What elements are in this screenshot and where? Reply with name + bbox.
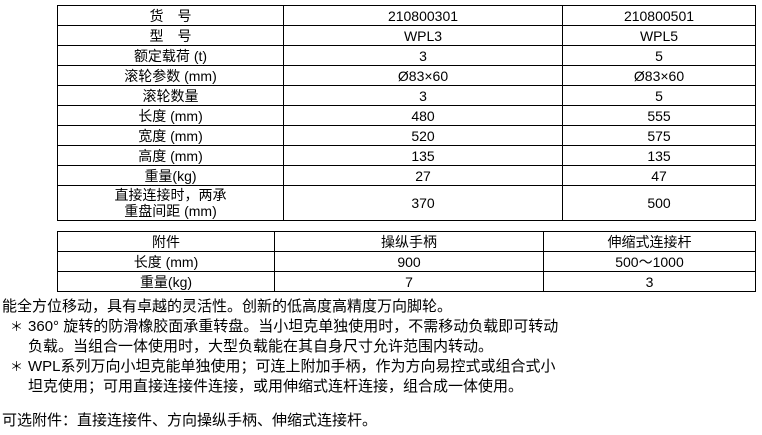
spec-value-cell: 5 bbox=[562, 45, 756, 66]
spec-value-cell: 210800301 bbox=[283, 5, 563, 26]
accessory-value-cell: 3 bbox=[543, 271, 756, 292]
spec-value-cell: 47 bbox=[562, 165, 756, 186]
spec-label-cell: 宽度 (mm) bbox=[57, 125, 284, 146]
spec-value-cell: 3 bbox=[283, 85, 563, 106]
accessory-label-cell: 长度 (mm) bbox=[57, 251, 275, 272]
note-continuation-line: 负载。当组合一体使用时，大型负载能在其自身尺寸允许范围内转动。 bbox=[28, 338, 494, 355]
table-row: 额定载荷 (t) 3 5 bbox=[57, 45, 756, 66]
spec-value-cell: 135 bbox=[562, 145, 756, 166]
spec-label-cell: 重量(kg) bbox=[57, 165, 284, 186]
table-row: 型 号 WPL3 WPL5 bbox=[57, 25, 756, 46]
spec-label-cell: 额定载荷 (t) bbox=[57, 45, 284, 66]
table-row: 高度 (mm) 135 135 bbox=[57, 145, 756, 166]
spec-value-cell: 135 bbox=[283, 145, 563, 166]
accessory-value-cell: 900 bbox=[274, 251, 544, 272]
note-text: 360° 旋转的防滑橡胶面承重转盘。当小坦克单独使用时，不需移动负载即可转动 bbox=[28, 318, 559, 335]
note-bullet-line: ＊ WPL系列万向小坦克能单独使用；可连上附加手柄，作为方向易控式或组合式小 bbox=[10, 357, 762, 377]
notes-section: 能全方位移动，具有卓越的灵活性。创新的低高度高精度万向脚轮。 ＊ 360° 旋转的… bbox=[0, 297, 762, 431]
table-row: 重量(kg) 27 47 bbox=[57, 165, 756, 186]
spec-value-cell: 5 bbox=[562, 85, 756, 106]
spec-value-cell: 500 bbox=[562, 185, 756, 221]
table-row: 滚轮数量 3 5 bbox=[57, 85, 756, 106]
table-row: 滚轮参数 (mm) Ø83×60 Ø83×60 bbox=[57, 65, 756, 86]
spec-label-cell: 货 号 bbox=[57, 5, 284, 26]
accessory-value-cell: 伸缩式连接杆 bbox=[543, 231, 756, 252]
spec-value-cell: 480 bbox=[283, 105, 563, 126]
note-intro-line: 能全方位移动，具有卓越的灵活性。创新的低高度高精度万向脚轮。 bbox=[2, 298, 453, 315]
table-row: 长度 (mm) 900 500～1000 bbox=[57, 251, 756, 272]
spec-value-cell: 27 bbox=[283, 165, 563, 186]
accessory-table: 附件 操纵手柄 伸缩式连接杆 长度 (mm) 900 500～1000 重量(k… bbox=[57, 231, 756, 292]
spec-value-cell: 520 bbox=[283, 125, 563, 146]
spec-label-cell: 滚轮数量 bbox=[57, 85, 284, 106]
note-continuation-line: 坦克使用；可用直接连接件连接，或用伸缩式连杆连接，组合成一体使用。 bbox=[28, 378, 524, 395]
table-row: 直接连接时，两承 重盘间距 (mm) 370 500 bbox=[57, 185, 756, 221]
table-row: 货 号 210800301 210800501 bbox=[57, 5, 756, 26]
spec-label-cell: 滚轮参数 (mm) bbox=[57, 65, 284, 86]
accessory-label-cell: 附件 bbox=[57, 231, 275, 252]
note-bullet-line: ＊ 360° 旋转的防滑橡胶面承重转盘。当小坦克单独使用时，不需移动负载即可转动 bbox=[10, 317, 762, 337]
accessory-value-cell: 500～1000 bbox=[543, 251, 756, 272]
accessory-label-cell: 重量(kg) bbox=[57, 271, 275, 292]
note-optional-accessories-line: 可选附件：直接连接件、方向操纵手柄、伸缩式连接杆。 bbox=[2, 412, 378, 429]
spec-label-cell: 直接连接时，两承 重盘间距 (mm) bbox=[57, 185, 284, 221]
spec-value-cell: 555 bbox=[562, 105, 756, 126]
accessory-value-cell: 7 bbox=[274, 271, 544, 292]
spec-value-cell: 575 bbox=[562, 125, 756, 146]
asterisk-marker: ＊ bbox=[10, 359, 24, 374]
table-row: 长度 (mm) 480 555 bbox=[57, 105, 756, 126]
note-text: WPL系列万向小坦克能单独使用；可连上附加手柄，作为方向易控式或组合式小 bbox=[28, 358, 556, 375]
spec-value-cell: Ø83×60 bbox=[562, 65, 756, 86]
spec-label-cell: 型 号 bbox=[57, 25, 284, 46]
spec-value-cell: WPL3 bbox=[283, 25, 563, 46]
spec-value-cell: WPL5 bbox=[562, 25, 756, 46]
table-row: 附件 操纵手柄 伸缩式连接杆 bbox=[57, 231, 756, 252]
spec-table: 货 号 210800301 210800501 型 号 WPL3 WPL5 额定… bbox=[57, 5, 756, 221]
asterisk-marker: ＊ bbox=[10, 319, 24, 334]
spec-value-cell: 3 bbox=[283, 45, 563, 66]
table-row: 重量(kg) 7 3 bbox=[57, 271, 756, 292]
spec-label-cell: 长度 (mm) bbox=[57, 105, 284, 126]
spec-value-cell: 210800501 bbox=[562, 5, 756, 26]
spec-label-cell: 高度 (mm) bbox=[57, 145, 284, 166]
spec-value-cell: Ø83×60 bbox=[283, 65, 563, 86]
spec-value-cell: 370 bbox=[283, 185, 563, 221]
accessory-value-cell: 操纵手柄 bbox=[274, 231, 544, 252]
table-row: 宽度 (mm) 520 575 bbox=[57, 125, 756, 146]
